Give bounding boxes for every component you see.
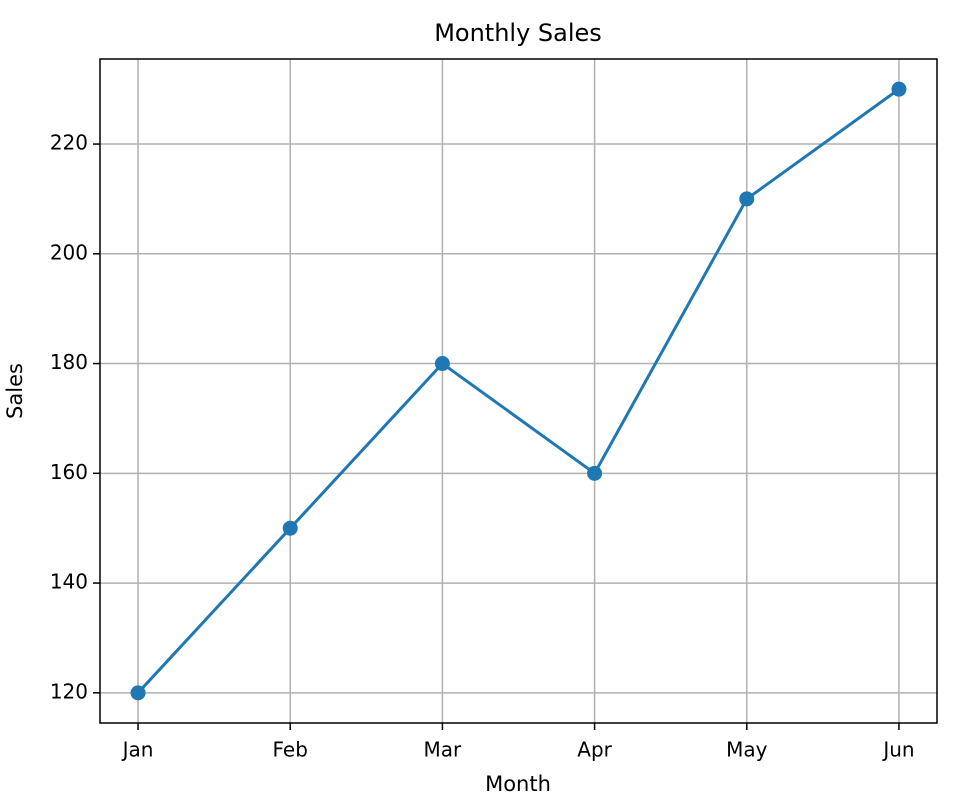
y-axis-label: Sales: [3, 363, 27, 419]
x-tick-label: Feb: [273, 738, 308, 762]
y-tick-label: 200: [50, 240, 88, 264]
x-tick-label: Mar: [424, 738, 463, 762]
line: [136, 87, 900, 694]
chart-title: Monthly Sales: [434, 19, 602, 47]
point: [739, 191, 755, 207]
y-tick-label: 120: [50, 679, 88, 703]
y-tick-label: 160: [50, 460, 88, 484]
x-axis-label: Month: [485, 772, 551, 796]
point: [282, 520, 298, 536]
point: [891, 81, 907, 97]
y-tick-label: 220: [50, 131, 88, 155]
point: [587, 465, 603, 481]
point: [130, 685, 146, 701]
x-tick-label: Jun: [881, 738, 914, 762]
y-tick-label: 140: [50, 570, 88, 594]
point: [434, 356, 450, 372]
x-tick-label: Apr: [577, 738, 612, 762]
x-tick-label: Jan: [121, 738, 154, 762]
x-tick-label: May: [726, 738, 768, 762]
y-tick-label: 180: [50, 350, 88, 374]
plot-frame: [99, 58, 938, 724]
